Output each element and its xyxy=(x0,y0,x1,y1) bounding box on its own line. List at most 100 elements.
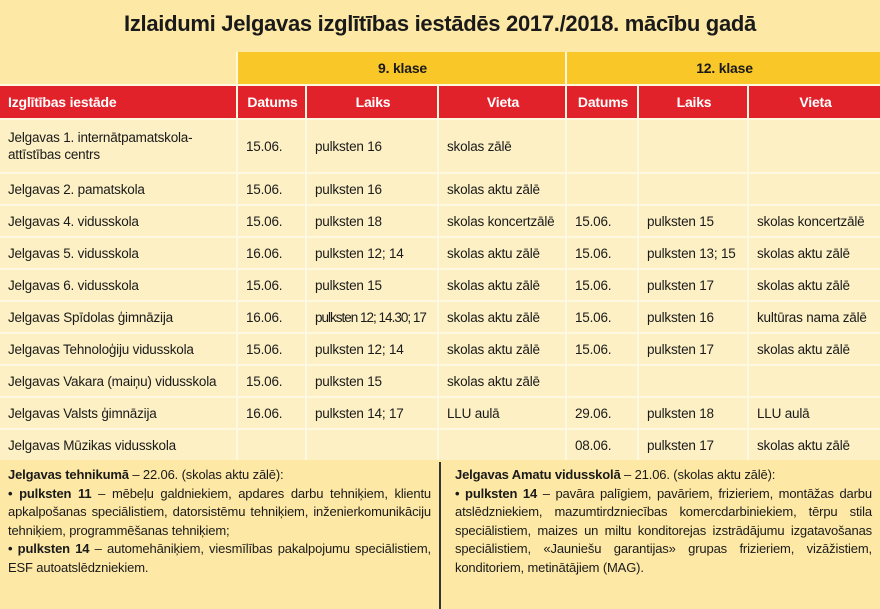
institution-cell: Jelgavas Spīdolas ģimnāzija xyxy=(0,302,236,332)
institution-cell: Jelgavas 4. vidusskola xyxy=(0,206,236,236)
table-cell: 15.06. xyxy=(238,334,305,364)
table-cell: skolas koncertzālē xyxy=(749,206,880,236)
table-cell xyxy=(749,120,880,172)
table-cell: pulksten 12; 14.30; 17 xyxy=(307,302,437,332)
item-label: • pulksten 14 xyxy=(455,485,538,501)
table-cell: 15.06. xyxy=(567,206,637,236)
table-cell: skolas aktu zālē xyxy=(749,270,880,300)
note-heading: Jelgavas tehnikumā xyxy=(8,467,129,482)
table-cell: LLU aulā xyxy=(749,398,880,428)
table-cell: pulksten 13; 15 xyxy=(639,238,747,268)
table-cell: pulksten 17 xyxy=(639,430,747,460)
table-cell xyxy=(639,366,747,396)
table-cell: pulksten 15 xyxy=(307,366,437,396)
table-cell: 15.06. xyxy=(567,334,637,364)
institution-cell: Jelgavas 2. pamatskola xyxy=(0,174,236,204)
institution-cell: Jelgavas 5. vidusskola xyxy=(0,238,236,268)
group-header: 12. klase xyxy=(567,52,880,84)
table-cell xyxy=(639,174,747,204)
table-cell: 15.06. xyxy=(238,206,305,236)
column-header: Vieta xyxy=(439,86,565,118)
table-cell: 15.06. xyxy=(567,238,637,268)
table-cell: skolas aktu zālē xyxy=(439,270,565,300)
table-cell: 15.06. xyxy=(238,120,305,172)
table-cell xyxy=(639,120,747,172)
table-cell: pulksten 18 xyxy=(639,398,747,428)
table-cell: skolas aktu zālē xyxy=(749,430,880,460)
table-cell: pulksten 15 xyxy=(307,270,437,300)
note: Jelgavas tehnikumā – 22.06. (skolas aktu… xyxy=(0,462,439,609)
table-cell xyxy=(439,430,565,460)
table-cell: pulksten 16 xyxy=(639,302,747,332)
item-text: – mēbeļu galdniekiem, apdares darbu tehn… xyxy=(8,485,431,538)
institution-cell: Jelgavas 6. vidusskola xyxy=(0,270,236,300)
schedule-table: 9. klase 12. klase Izglītības iestāde Datum… xyxy=(0,52,880,460)
table-cell: LLU aulā xyxy=(439,398,565,428)
note-intro: Jelgavas tehnikumā – 22.06. (skolas aktu… xyxy=(8,466,431,485)
column-header: Izglītības iestāde xyxy=(0,86,236,118)
table-cell: pulksten 12; 14 xyxy=(307,238,437,268)
column-header: Datums xyxy=(238,86,305,118)
table-cell: 15.06. xyxy=(567,302,637,332)
table-cell: pulksten 12; 14 xyxy=(307,334,437,364)
table-cell: skolas aktu zālē xyxy=(749,238,880,268)
table-cell: skolas zālē xyxy=(439,120,565,172)
table-cell: skolas aktu zālē xyxy=(439,302,565,332)
table-cell: 15.06. xyxy=(567,270,637,300)
item-label: • pulksten 14 xyxy=(8,541,90,556)
table-cell xyxy=(749,366,880,396)
blank-cell xyxy=(0,52,236,84)
table-cell xyxy=(567,366,637,396)
table-cell xyxy=(567,120,637,172)
institution-cell: Jelgavas 1. internātpamatskola-attīstība… xyxy=(0,120,236,172)
note-item: • pulksten 14 – automehāniķiem, viesmīlī… xyxy=(8,540,431,577)
note: Jelgavas Amatu vidusskolā – 21.06. (skol… xyxy=(439,462,880,609)
institution-cell: Jelgavas Valsts ģimnāzija xyxy=(0,398,236,428)
table-cell xyxy=(749,174,880,204)
table-cell: 15.06. xyxy=(238,366,305,396)
table-cell: kultūras nama zālē xyxy=(749,302,880,332)
table-cell: pulksten 17 xyxy=(639,334,747,364)
table-cell: 29.06. xyxy=(567,398,637,428)
table-cell: 16.06. xyxy=(238,302,305,332)
table-cell: 08.06. xyxy=(567,430,637,460)
column-header: Laiks xyxy=(307,86,437,118)
table-cell: skolas koncertzālē xyxy=(439,206,565,236)
table-cell: skolas aktu zālē xyxy=(439,334,565,364)
table-cell: 16.06. xyxy=(238,238,305,268)
table-cell: pulksten 17 xyxy=(639,270,747,300)
table-cell: 15.06. xyxy=(238,174,305,204)
column-header: Laiks xyxy=(639,86,747,118)
note-item: • pulksten 11 – mēbeļu galdniekiem, apda… xyxy=(8,485,431,541)
item-label: • pulksten 11 xyxy=(8,485,92,501)
table-cell: skolas aktu zālē xyxy=(439,366,565,396)
page-title: Izlaidumi Jelgavas izglītības iestādēs 2… xyxy=(124,11,756,36)
note-date: – 21.06. (skolas aktu zālē): xyxy=(624,467,776,482)
group-header: 9. klase xyxy=(238,52,565,84)
note-heading: Jelgavas Amatu vidusskolā xyxy=(455,467,621,482)
institution-cell: Jelgavas Tehnoloģiju vidusskola xyxy=(0,334,236,364)
table-cell: pulksten 16 xyxy=(307,120,437,172)
item-text: – automehāniķiem, viesmīlības pakalpojum… xyxy=(8,541,431,575)
table-cell: skolas aktu zālē xyxy=(439,174,565,204)
column-header: Vieta xyxy=(749,86,880,118)
column-header: Datums xyxy=(567,86,637,118)
note-date: – 22.06. (skolas aktu zālē): xyxy=(132,467,284,482)
item-text: – pavāra palīgiem, pavāriem, frizieriem,… xyxy=(455,485,872,575)
table-cell xyxy=(238,430,305,460)
table-cell: skolas aktu zālē xyxy=(749,334,880,364)
table-cell xyxy=(567,174,637,204)
table-cell: 16.06. xyxy=(238,398,305,428)
institution-cell: Jelgavas Mūzikas vidusskola xyxy=(0,430,236,460)
note-item: • pulksten 14 – pavāra palīgiem, pavārie… xyxy=(455,485,872,578)
note-intro: Jelgavas Amatu vidusskolā – 21.06. (skol… xyxy=(455,466,872,485)
table-cell: 15.06. xyxy=(238,270,305,300)
table-cell: skolas aktu zālē xyxy=(439,238,565,268)
notes: Jelgavas tehnikumā – 22.06. (skolas aktu… xyxy=(0,462,880,609)
table-cell: pulksten 16 xyxy=(307,174,437,204)
table-cell: pulksten 15 xyxy=(639,206,747,236)
table-cell: pulksten 14; 17 xyxy=(307,398,437,428)
institution-cell: Jelgavas Vakara (maiņu) vidusskola xyxy=(0,366,236,396)
table-cell xyxy=(307,430,437,460)
